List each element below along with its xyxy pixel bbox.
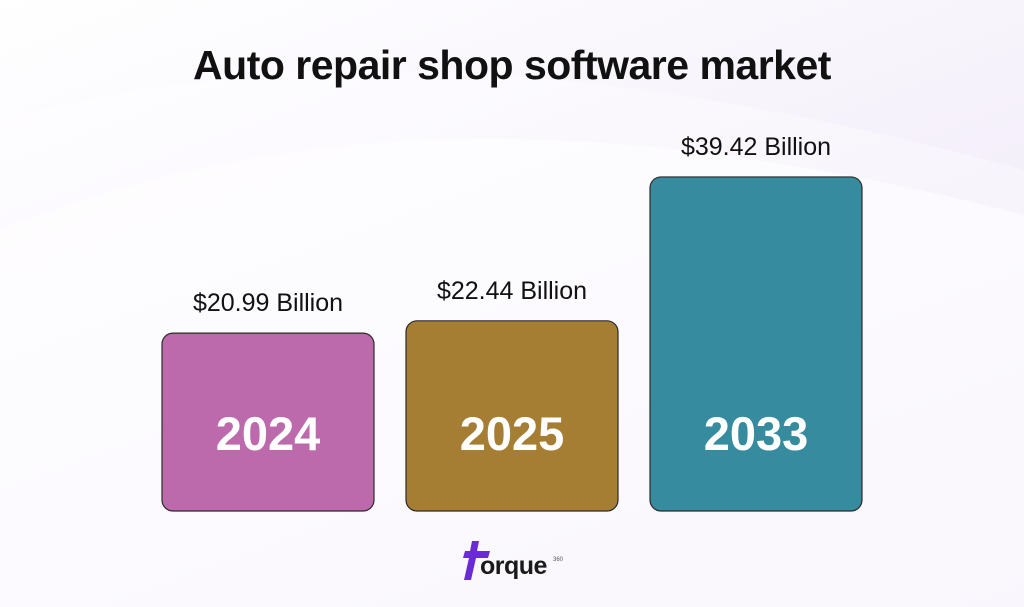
bar-value-label: $20.99 Billion	[193, 289, 343, 317]
bar-category-label: 2025	[460, 407, 565, 460]
torque-logo-icon	[463, 541, 490, 580]
logo-superscript: 360	[553, 557, 564, 563]
bar-category-label: 2024	[216, 407, 321, 460]
bar-2025	[405, 320, 619, 512]
bar-2033	[649, 176, 863, 512]
bar-value-label: $22.44 Billion	[437, 277, 587, 305]
bar-category-label: 2033	[704, 407, 809, 460]
bar-2024	[161, 332, 375, 512]
torque-logo[interactable]: orque 360	[462, 538, 572, 584]
logo-text: orque	[480, 552, 547, 580]
chart-title: Auto repair shop software market	[193, 42, 831, 88]
bar-value-label: $39.42 Billion	[681, 133, 831, 161]
